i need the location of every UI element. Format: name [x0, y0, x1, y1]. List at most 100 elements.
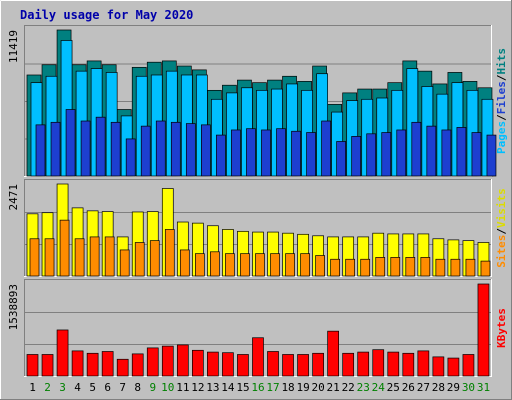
bar-kbytes-day-25 — [387, 351, 400, 377]
bar-kbytes-day-9 — [146, 347, 159, 377]
bar-kbytes-day-16 — [252, 337, 264, 377]
bar-kbytes-day-3 — [56, 329, 69, 377]
bar-pages-day-24 — [381, 132, 392, 177]
bar-pages-day-15 — [246, 128, 256, 177]
day-label-5: 5 — [89, 381, 96, 394]
bar-kbytes-day-8 — [131, 353, 144, 377]
bar-pages-day-25 — [396, 129, 407, 177]
bar-pages-day-5 — [95, 116, 106, 177]
bar-pages-day-3 — [65, 109, 76, 177]
bar-sites-day-30 — [465, 258, 476, 277]
day-label-17: 17 — [266, 381, 279, 394]
bar-sites-day-31 — [480, 260, 491, 277]
bar-pages-day-14 — [231, 129, 241, 177]
chart-title: Daily usage for May 2020 — [20, 8, 193, 22]
bar-pages-day-2 — [50, 121, 61, 177]
bar-sites-day-19 — [300, 253, 310, 277]
bar-pages-day-16 — [261, 129, 271, 177]
day-label-28: 28 — [432, 381, 445, 394]
bar-sites-day-18 — [285, 253, 295, 277]
day-label-26: 26 — [402, 381, 415, 394]
side-label-part: KBytes — [495, 308, 508, 348]
day-label-3: 3 — [59, 381, 66, 394]
day-label-4: 4 — [74, 381, 81, 394]
day-label-23: 23 — [357, 381, 370, 394]
bar-pages-day-31 — [486, 134, 497, 177]
day-label-2: 2 — [44, 381, 51, 394]
bar-kbytes-day-1 — [26, 354, 39, 377]
panel-hits: 11419 — [7, 25, 497, 177]
bar-kbytes-day-23 — [357, 351, 370, 377]
bar-pages-day-10 — [170, 121, 181, 177]
bar-kbytes-day-29 — [447, 357, 460, 377]
side-label-part: Pages — [495, 121, 508, 154]
bar-kbytes-day-21 — [327, 330, 339, 377]
day-label-22: 22 — [342, 381, 355, 394]
bar-kbytes-day-19 — [297, 354, 309, 377]
bar-kbytes-day-2 — [41, 354, 54, 377]
day-label-24: 24 — [372, 381, 386, 394]
bar-pages-day-21 — [336, 141, 346, 177]
bar-kbytes-day-30 — [462, 354, 475, 377]
bar-pages-day-23 — [366, 133, 377, 177]
day-label-8: 8 — [134, 381, 141, 394]
panel-kbytes: 1538893 — [7, 279, 492, 377]
bar-sites-day-7 — [119, 249, 130, 277]
bar-pages-day-13 — [216, 134, 226, 177]
day-label-25: 25 — [387, 381, 400, 394]
panel-sites-visits: 2471 — [7, 179, 492, 277]
side-label-part: / — [495, 114, 508, 121]
bar-sites-day-8 — [134, 242, 145, 277]
y-max-label-kbytes: 1538893 — [7, 284, 20, 330]
day-label-30: 30 — [462, 381, 475, 394]
y-max-label-hits: 11419 — [7, 30, 20, 63]
bar-pages-day-20 — [321, 120, 331, 177]
bar-pages-day-6 — [110, 121, 121, 177]
bar-pages-day-27 — [426, 125, 437, 177]
bar-pages-day-12 — [201, 124, 211, 177]
bar-sites-day-22 — [345, 258, 356, 277]
day-label-20: 20 — [312, 381, 325, 394]
bar-kbytes-day-6 — [101, 351, 114, 377]
bar-pages-day-1 — [35, 124, 46, 177]
side-label-part: / — [495, 228, 508, 235]
bar-sites-day-17 — [270, 253, 280, 277]
bar-kbytes-day-18 — [282, 354, 294, 377]
bar-pages-day-9 — [155, 120, 166, 177]
bar-kbytes-day-17 — [267, 351, 279, 377]
bar-sites-day-2 — [44, 238, 55, 277]
bar-kbytes-day-5 — [86, 352, 99, 377]
day-label-11: 11 — [176, 381, 189, 394]
bar-kbytes-day-7 — [116, 358, 129, 377]
bar-pages-day-19 — [306, 132, 316, 177]
bar-sites-day-28 — [435, 258, 446, 277]
bar-sites-day-27 — [420, 257, 431, 277]
day-label-21: 21 — [327, 381, 340, 394]
chart-panels: 11419 2471 1538893 — [7, 25, 497, 377]
bar-sites-day-3 — [59, 219, 70, 277]
day-label-18: 18 — [281, 381, 294, 394]
bar-sites-day-25 — [390, 257, 401, 277]
bar-sites-day-29 — [450, 258, 461, 277]
day-label-14: 14 — [221, 381, 235, 394]
bar-sites-day-9 — [149, 240, 160, 277]
bar-sites-day-1 — [29, 238, 40, 277]
day-label-29: 29 — [447, 381, 460, 394]
bar-sites-day-24 — [375, 257, 386, 277]
day-label-15: 15 — [236, 381, 249, 394]
side-label-middle: Sites/Visits — [495, 188, 508, 268]
bar-sites-day-15 — [240, 253, 250, 277]
side-label-part: Files — [495, 81, 508, 114]
bar-kbytes-day-4 — [71, 350, 84, 377]
bar-sites-day-5 — [89, 236, 100, 277]
bar-kbytes-day-20 — [312, 352, 324, 377]
bar-pages-day-29 — [456, 127, 467, 177]
bar-sites-day-20 — [315, 255, 325, 277]
bar-sites-day-4 — [74, 238, 85, 277]
side-label-top: Pages/Files/Hits — [495, 48, 508, 154]
bar-sites-day-10 — [164, 229, 175, 277]
bar-pages-day-8 — [140, 125, 151, 177]
day-label-13: 13 — [206, 381, 219, 394]
day-label-1: 1 — [29, 381, 36, 394]
day-labels: 1 2 3 4 5 6 7 8 9 10 11 12 13 14 15 16 17 18 19 20 21 22 23 24 2… — [29, 381, 490, 394]
